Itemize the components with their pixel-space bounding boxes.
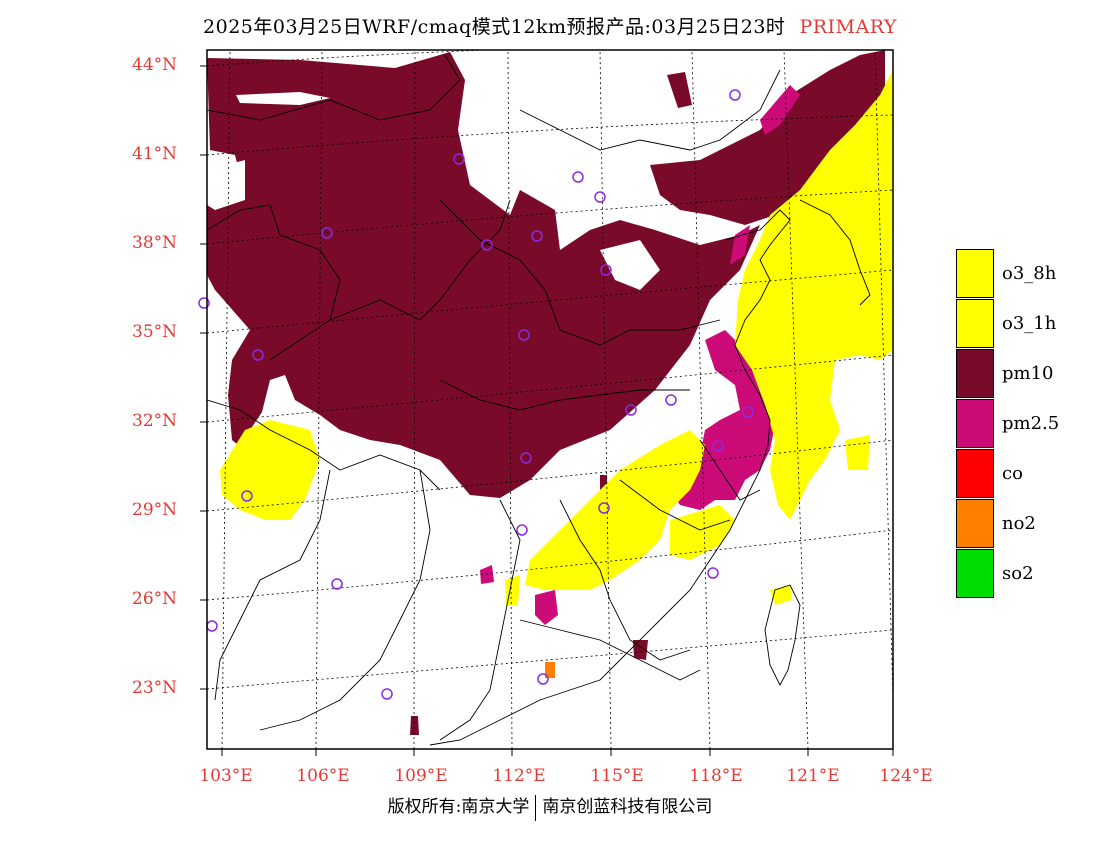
legend-item-pm10: pm10 (956, 349, 1096, 399)
city-marker (729, 89, 741, 101)
lon-label: 124°E (879, 766, 933, 786)
o3-area-sw (220, 420, 320, 520)
title-main: 2025年03月25日WRF/cmaq模式12km预报产品:03月25日23时 (203, 16, 786, 38)
copyright-owner: 版权所有:南京大学 (387, 797, 530, 817)
clear-hole-3 (600, 240, 660, 290)
pm25-area-northeast (760, 85, 800, 135)
legend-swatch (956, 499, 994, 548)
clear-hole-2 (560, 140, 650, 200)
lat-label: 32°N (132, 411, 178, 431)
lon-label: 121°E (786, 766, 840, 786)
lon-label: 115°E (590, 766, 644, 786)
lat-label: 29°N (132, 500, 178, 520)
city-marker (594, 191, 606, 203)
city-marker (712, 440, 724, 452)
city-marker (518, 329, 530, 341)
legend-label: o3_1h (1002, 313, 1057, 334)
city-marker (252, 349, 264, 361)
o3-area-south (525, 430, 705, 590)
city-marker (331, 578, 343, 590)
o3-area-south-2 (670, 505, 735, 560)
legend-item-co: co (956, 449, 1096, 499)
city-marker (481, 239, 493, 251)
lat-label: 35°N (132, 322, 178, 342)
legend-item-o3-8h: o3_8h (956, 249, 1096, 299)
pm10-area-northeast (650, 50, 885, 225)
city-marker (572, 171, 584, 183)
lon-label: 118°E (689, 766, 743, 786)
title-tag: PRIMARY (799, 16, 897, 38)
city-marker (742, 406, 754, 418)
copyright-company: 南京创蓝科技有限公司 (542, 797, 713, 817)
map-frame (206, 49, 894, 750)
city-marker (321, 227, 333, 239)
city-marker (707, 567, 719, 579)
lon-label: 109°E (394, 766, 448, 786)
o3-area-small-3 (845, 435, 870, 470)
tick-marks (200, 65, 894, 756)
copyright-footer: 版权所有:南京大学 南京创蓝科技有限公司 (0, 792, 1100, 821)
o3-area-east-coast (735, 70, 893, 520)
pm25-area-small (480, 565, 494, 584)
graticule (207, 50, 893, 749)
legend-label: so2 (1002, 563, 1034, 584)
legend-label: o3_8h (1002, 263, 1057, 284)
clear-hole-4 (207, 160, 245, 210)
city-marker (381, 688, 393, 700)
lon-label: 106°E (296, 766, 350, 786)
pm25-area-south (535, 590, 558, 625)
legend-swatch (956, 399, 994, 448)
city-marker (531, 230, 543, 242)
lat-label: 26°N (132, 589, 178, 609)
legend-swatch (956, 249, 994, 298)
city-marker (453, 153, 465, 165)
no2-area (545, 662, 555, 678)
legend-swatch (956, 449, 994, 498)
legend-swatch (956, 549, 994, 598)
pm25-area-east (670, 225, 775, 510)
legend-label: co (1002, 463, 1023, 484)
lon-label: 103°E (199, 766, 253, 786)
city-marker (625, 404, 637, 416)
boundaries (207, 54, 871, 746)
city-marker (241, 490, 253, 502)
legend-swatch (956, 349, 994, 398)
legend-item-o3-1h: o3_1h (956, 299, 1096, 349)
city-marker (198, 297, 210, 309)
legend-label: no2 (1002, 513, 1036, 534)
lat-label: 44°N (132, 55, 178, 75)
clear-hole-1 (236, 92, 330, 105)
legend-label: pm10 (1002, 363, 1054, 384)
pm10-area-small-3 (410, 716, 419, 735)
city-markers (198, 89, 754, 700)
lat-label: 38°N (132, 233, 178, 253)
city-marker (520, 452, 532, 464)
legend-item-pm25: pm2.5 (956, 399, 1096, 449)
legend-swatch (956, 299, 994, 348)
o3-area-small-2 (860, 200, 880, 230)
lat-label: 23°N (132, 678, 178, 698)
city-marker (516, 524, 528, 536)
city-marker (665, 394, 677, 406)
footer-divider (535, 794, 537, 821)
lon-label: 112°E (492, 766, 546, 786)
city-marker (537, 673, 549, 685)
pm10-area-north (207, 52, 760, 498)
city-marker (600, 264, 612, 276)
legend-label: pm2.5 (1002, 413, 1060, 434)
city-marker (598, 502, 610, 514)
pm10-area-small-1 (667, 72, 692, 108)
lat-label: 41°N (132, 144, 178, 164)
legend-item-no2: no2 (956, 499, 1096, 549)
legend-item-so2: so2 (956, 549, 1096, 599)
map-title: 2025年03月25日WRF/cmaq模式12km预报产品:03月25日23时 P… (0, 12, 1100, 39)
pollutant-areas (207, 50, 893, 735)
